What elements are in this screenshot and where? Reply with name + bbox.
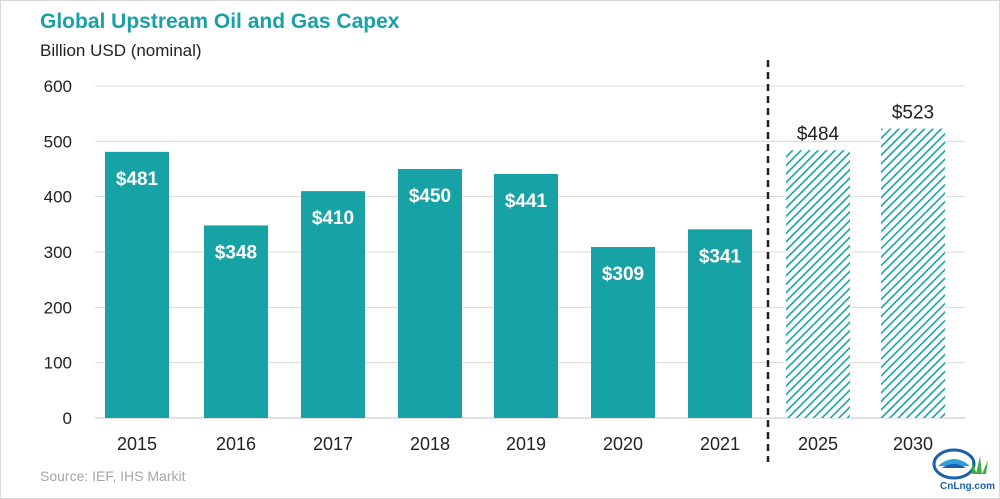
x-tick-label-2015: 2015 [117, 434, 157, 454]
axis-ticks: 0 100 200 300 400 500 600 2015 2016 2017 2018 2019 2… [44, 77, 933, 454]
bar-2021 [688, 229, 752, 418]
logo-text: CnLng.com [940, 481, 995, 492]
data-label-2030: $523 [892, 103, 934, 124]
bar-2020 [591, 247, 655, 418]
bar-2015 [105, 151, 169, 418]
data-label-2020: $309 [602, 264, 644, 285]
bar-2016 [204, 225, 268, 418]
cnlng-logo-icon [932, 448, 988, 480]
x-tick-label-2018: 2018 [410, 434, 450, 454]
data-label-2015: $481 [116, 169, 159, 190]
y-tick-label: 100 [44, 354, 72, 373]
y-tick-label: 300 [44, 243, 72, 262]
source-note: Source: IEF, IHS Markit [40, 468, 186, 484]
x-tick-label-2021: 2021 [700, 434, 740, 454]
data-label-2017: $410 [312, 208, 354, 229]
bar-2019 [494, 173, 558, 418]
data-label-2019: $441 [505, 191, 548, 212]
x-tick-label-2025: 2025 [798, 434, 838, 454]
y-tick-label: 200 [44, 298, 72, 317]
data-label-2021: $341 [699, 246, 742, 267]
y-tick-label: 0 [63, 409, 72, 428]
data-label-2018: $450 [409, 186, 451, 207]
chart-title: Global Upstream Oil and Gas Capex [40, 10, 400, 33]
data-labels: $481 $348 $410 $450 $441 $309 $341 $484 $523 [116, 103, 934, 285]
y-tick-label: 600 [44, 77, 72, 96]
y-tick-label: 400 [44, 188, 72, 207]
bars [105, 128, 945, 419]
chart-subtitle: Billion USD (nominal) [40, 41, 202, 60]
x-tick-label-2017: 2017 [313, 434, 353, 454]
x-tick-label-2016: 2016 [216, 434, 256, 454]
data-label-2025: $484 [797, 124, 840, 145]
y-tick-label: 500 [44, 132, 72, 151]
bar-forecast-2025 [786, 150, 850, 419]
data-label-2016: $348 [215, 242, 257, 263]
x-tick-label-2030: 2030 [893, 434, 933, 454]
bar-2018 [398, 169, 462, 418]
x-tick-label-2019: 2019 [506, 434, 546, 454]
bar-2017 [301, 191, 365, 418]
bar-forecast-2030 [881, 128, 945, 418]
x-tick-label-2020: 2020 [603, 434, 643, 454]
